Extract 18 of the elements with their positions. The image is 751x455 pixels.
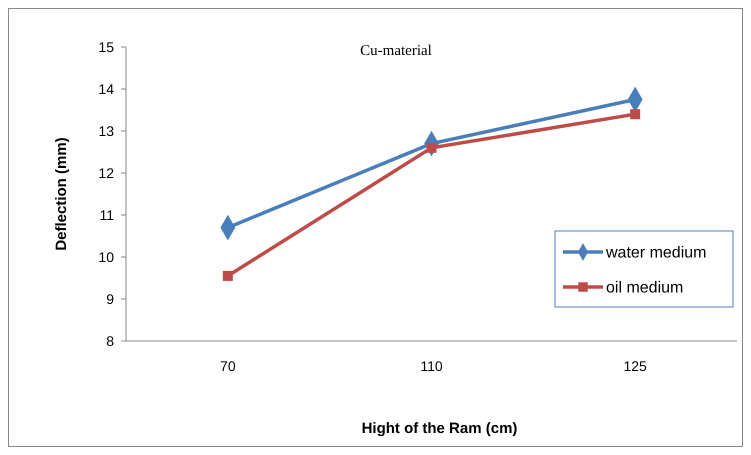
legend-label: oil medium — [606, 280, 684, 297]
point — [630, 109, 640, 120]
y-tick-label: 8 — [106, 332, 114, 349]
legend-label: water medium — [605, 244, 706, 262]
x-tick-label: 110 — [420, 358, 443, 374]
x-axis-title: Hight of the Ram (cm) — [362, 420, 518, 437]
y-tick-label: 14 — [98, 80, 114, 97]
x-tick-label: 70 — [220, 358, 236, 374]
y-axis-title: Deflection (mm) — [53, 137, 70, 251]
chart-title: Cu-material — [360, 43, 432, 59]
x-tick-label: 125 — [623, 358, 648, 374]
y-tick-label: 11 — [99, 206, 114, 223]
y-tick-label: 10 — [98, 248, 114, 265]
y-tick-label: 13 — [98, 122, 114, 139]
y-tick-label: 12 — [98, 164, 114, 181]
y-tick-label: 9 — [106, 290, 114, 307]
point — [222, 270, 233, 281]
y-tick-label: 15 — [98, 38, 114, 55]
